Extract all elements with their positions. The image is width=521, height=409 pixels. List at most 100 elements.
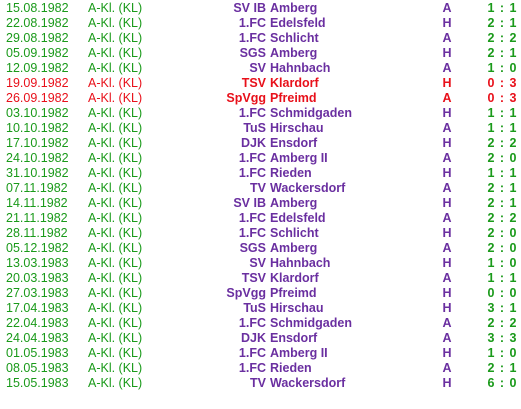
opponent-club: Pfreimd [270, 286, 317, 300]
match-league: A-Kl. (KL) [88, 196, 143, 210]
venue-indicator: A [442, 271, 452, 285]
opponent-prefix: 1.FC [238, 151, 266, 165]
opponent-prefix: 1.FC [238, 346, 266, 360]
match-date: 14.11.1982 [6, 196, 68, 210]
match-league: A-Kl. (KL) [88, 46, 143, 60]
table-row: 07.11.1982 A-Kl. (KL) TV Wackersdorf A 2 : 1 [0, 181, 521, 196]
opponent-prefix: 1.FC [238, 166, 266, 180]
opponent-prefix: TV [250, 181, 266, 195]
opponent-club: Wackersdorf [270, 181, 346, 195]
match-league: A-Kl. (KL) [88, 241, 143, 255]
table-row: 15.08.1982 A-Kl. (KL) SV IB Amberg A 1 : 1 [0, 1, 521, 16]
table-row: 17.10.1982 A-Kl. (KL) DJK Ensdorf H 2 : 2 [0, 136, 521, 151]
match-score: 2 : 0 [487, 226, 518, 240]
match-score: 2 : 0 [487, 151, 518, 165]
opponent-prefix: SV IB [233, 1, 266, 15]
opponent-club: Wackersdorf [270, 376, 346, 390]
opponent-prefix: 1.FC [238, 211, 266, 225]
opponent-prefix: SpVgg [226, 286, 266, 300]
opponent-club: Edelsfeld [270, 211, 326, 225]
opponent-prefix: 1.FC [238, 316, 266, 330]
match-score: 2 : 1 [487, 181, 518, 195]
venue-indicator: H [442, 376, 452, 390]
match-league: A-Kl. (KL) [88, 226, 143, 240]
match-league: A-Kl. (KL) [88, 376, 143, 390]
match-score: 2 : 2 [487, 136, 518, 150]
opponent-club: Hahnbach [270, 61, 331, 75]
match-date: 29.08.1982 [6, 31, 69, 45]
table-row: 05.09.1982 A-Kl. (KL) SGS Amberg H 2 : 1 [0, 46, 521, 61]
match-date: 22.08.1982 [6, 16, 69, 30]
venue-indicator: A [442, 91, 452, 105]
table-row: 20.03.1983 A-Kl. (KL) TSV Klardorf A 1 : 1 [0, 271, 521, 286]
table-row: 13.03.1983 A-Kl. (KL) SV Hahnbach H 1 : 0 [0, 256, 521, 271]
match-league: A-Kl. (KL) [88, 211, 143, 225]
opponent-club: Ensdorf [270, 136, 318, 150]
match-date: 24.04.1983 [6, 331, 69, 345]
table-row: 29.08.1982 A-Kl. (KL) 1.FC Schlicht A 2 : 2 [0, 31, 521, 46]
match-league: A-Kl. (KL) [88, 136, 143, 150]
match-date: 01.05.1983 [6, 346, 69, 360]
table-row: 17.04.1983 A-Kl. (KL) TuS Hirschau H 3 : 1 [0, 301, 521, 316]
venue-indicator: H [442, 106, 452, 120]
match-date: 05.12.1982 [6, 241, 69, 255]
table-row: 24.04.1983 A-Kl. (KL) DJK Ensdorf A 3 : 3 [0, 331, 521, 346]
match-score: 3 : 3 [487, 331, 518, 345]
match-date: 24.10.1982 [6, 151, 69, 165]
match-league: A-Kl. (KL) [88, 361, 143, 375]
opponent-club: Amberg [270, 46, 318, 60]
opponent-club: Amberg II [270, 151, 328, 165]
match-league: A-Kl. (KL) [88, 286, 143, 300]
venue-indicator: A [442, 181, 452, 195]
match-score: 1 : 1 [487, 106, 518, 120]
opponent-prefix: TSV [241, 76, 266, 90]
opponent-prefix: TuS [243, 121, 266, 135]
match-date: 08.05.1983 [6, 361, 69, 375]
opponent-club: Ensdorf [270, 331, 318, 345]
opponent-club: Amberg II [270, 346, 328, 360]
match-score: 3 : 1 [487, 301, 518, 315]
venue-indicator: A [442, 121, 452, 135]
match-score: 2 : 2 [487, 316, 518, 330]
table-row: 05.12.1982 A-Kl. (KL) SGS Amberg A 2 : 0 [0, 241, 521, 256]
opponent-club: Amberg [270, 1, 318, 15]
opponent-club: Schlicht [270, 31, 319, 45]
match-league: A-Kl. (KL) [88, 331, 143, 345]
venue-indicator: A [442, 241, 452, 255]
venue-indicator: H [442, 166, 452, 180]
venue-indicator: H [442, 286, 452, 300]
opponent-club: Schlicht [270, 226, 319, 240]
match-date: 03.10.1982 [6, 106, 69, 120]
venue-indicator: A [442, 331, 452, 345]
opponent-prefix: TSV [241, 271, 266, 285]
opponent-club: Rieden [270, 361, 312, 375]
opponent-prefix: 1.FC [238, 361, 266, 375]
opponent-club: Rieden [270, 166, 312, 180]
match-score: 1 : 0 [487, 346, 518, 360]
opponent-prefix: SGS [239, 241, 266, 255]
match-date: 27.03.1983 [6, 286, 69, 300]
opponent-prefix: DJK [240, 331, 266, 345]
opponent-prefix: 1.FC [238, 31, 266, 45]
venue-indicator: A [442, 61, 452, 75]
match-league: A-Kl. (KL) [88, 166, 143, 180]
match-score: 2 : 1 [487, 196, 518, 210]
match-league: A-Kl. (KL) [88, 181, 143, 195]
venue-indicator: H [442, 16, 452, 30]
venue-indicator: H [442, 196, 452, 210]
match-date: 28.11.1982 [6, 226, 68, 240]
opponent-club: Pfreimd [270, 91, 317, 105]
match-score: 2 : 1 [487, 46, 518, 60]
match-date: 10.10.1982 [6, 121, 69, 135]
opponent-prefix: SV [249, 61, 266, 75]
match-score: 1 : 0 [487, 256, 518, 270]
opponent-club: Hirschau [270, 301, 324, 315]
venue-indicator: H [442, 76, 452, 90]
match-score: 1 : 1 [487, 121, 518, 135]
table-row: 15.05.1983 A-Kl. (KL) TV Wackersdorf H 6 : 0 [0, 376, 521, 391]
table-row: 27.03.1983 A-Kl. (KL) SpVgg Pfreimd H 0 : 0 [0, 286, 521, 301]
match-date: 12.09.1982 [6, 61, 69, 75]
match-score: 6 : 0 [487, 376, 518, 390]
opponent-prefix: TV [250, 376, 266, 390]
match-rows: 15.08.1982 A-Kl. (KL) SV IB Amberg A 1 : 1 22.… [0, 1, 521, 391]
